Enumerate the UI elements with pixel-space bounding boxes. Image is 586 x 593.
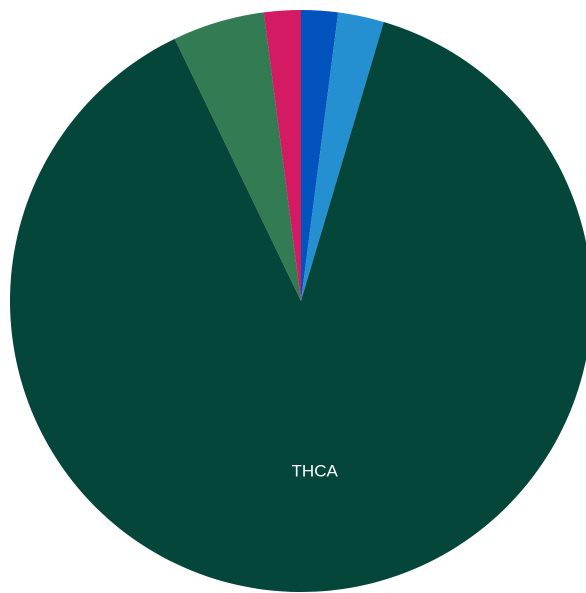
pie-slice-thca: [10, 22, 586, 592]
pie-slice-2: [301, 12, 384, 301]
pie-slice-4: [174, 12, 301, 301]
pie-slice-5: [263, 10, 301, 301]
slice-label-thca: THCA: [292, 462, 339, 481]
pie-slice-1: [301, 10, 339, 301]
